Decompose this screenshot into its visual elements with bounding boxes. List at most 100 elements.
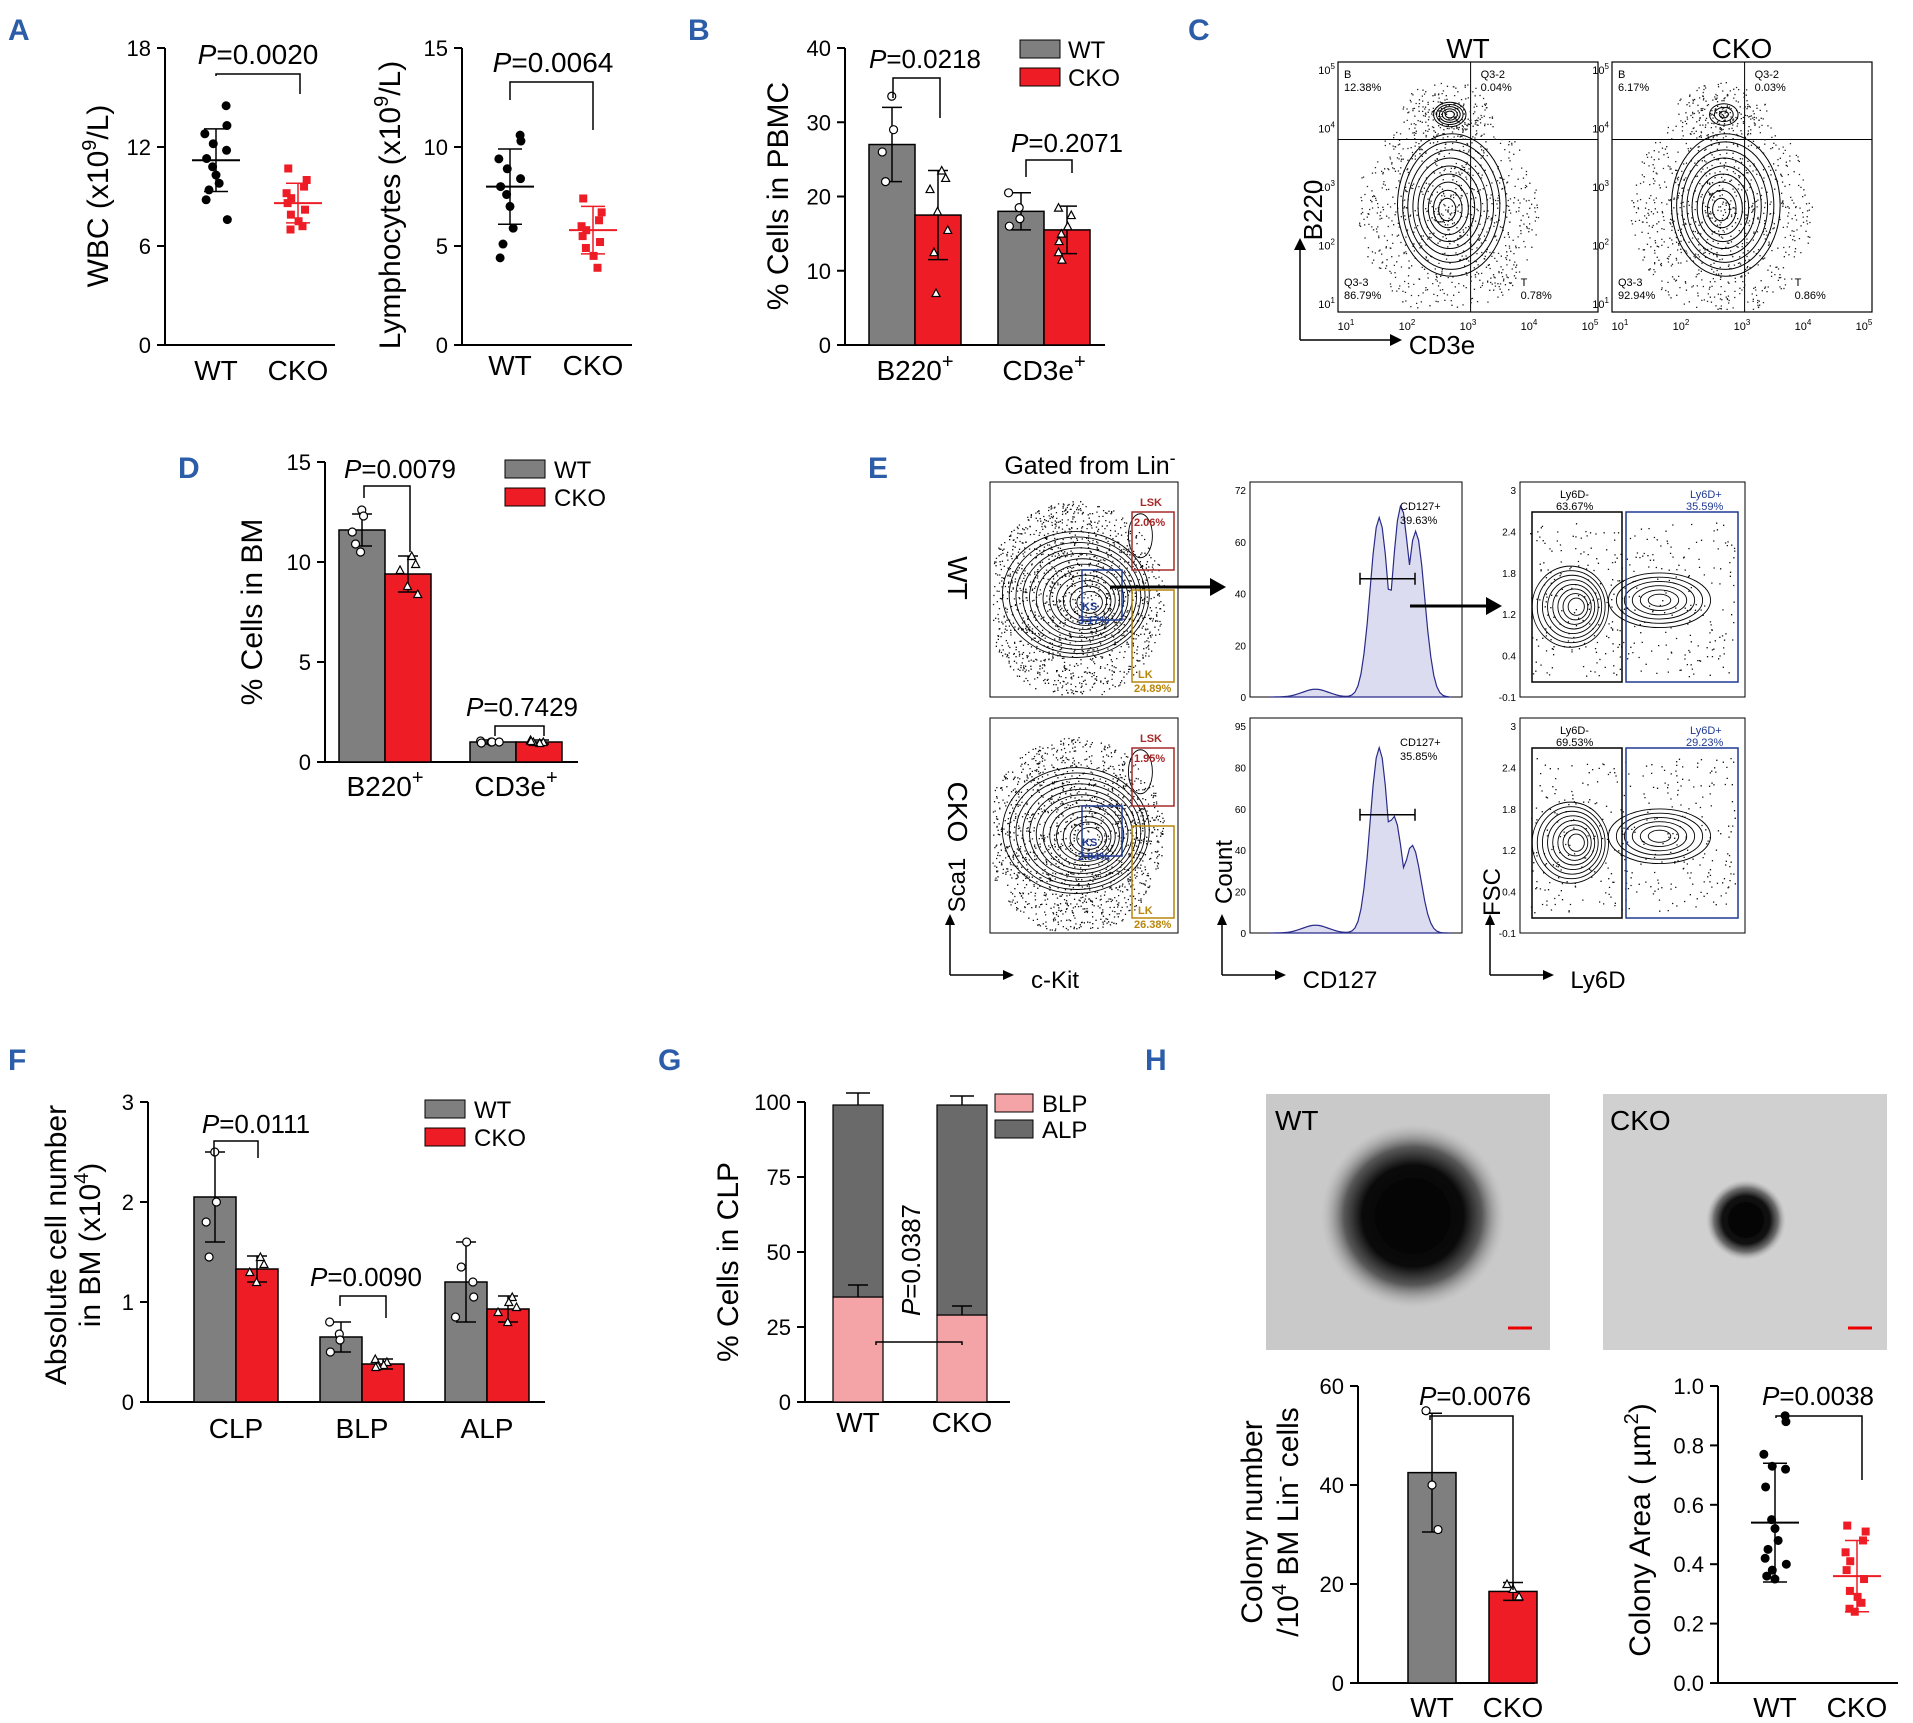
p-value-bracket-1 [892, 77, 941, 118]
y-axis-label-line2: in BM (x104) [71, 1163, 107, 1328]
y-tick-label: 50 [767, 1240, 791, 1265]
contour-line [1069, 585, 1108, 618]
contour-line [1562, 593, 1589, 621]
data-point [222, 121, 232, 131]
contour-line [1035, 794, 1129, 874]
data-point [1053, 202, 1064, 212]
data-point [942, 224, 953, 235]
y-axis-label: % Cells in CLP [712, 1162, 745, 1362]
data-point [395, 564, 406, 575]
gate-value-ly6d-pos: 35.59% [1686, 501, 1724, 513]
y-axis-label-line1: Colony number [1236, 1420, 1269, 1623]
data-point [498, 239, 508, 249]
data-point [932, 206, 943, 216]
data-point [287, 194, 296, 203]
quadrant-label: Q3-3 [1344, 277, 1368, 289]
data-point [222, 145, 232, 155]
data-point [1062, 220, 1073, 231]
data-point [1845, 1586, 1854, 1595]
data-point [200, 129, 210, 139]
y-tick-label: 0.8 [1673, 1433, 1704, 1458]
histogram [1270, 504, 1453, 698]
data-point [1427, 1480, 1437, 1490]
gate-value-lsk: 2.06% [1134, 517, 1165, 529]
y-tick-label: 72 [1235, 486, 1247, 497]
contour-line [1127, 513, 1153, 559]
y-tick-label: 0.4 [1673, 1552, 1704, 1577]
x-label-wt: WT [1753, 1692, 1797, 1723]
bar-alp [936, 1104, 988, 1316]
data-point [211, 1197, 222, 1207]
y-axis-label: Lymphocytes (x109/L) [371, 61, 407, 349]
data-point [1763, 1544, 1773, 1554]
data-point [887, 91, 897, 101]
plot-frame [1249, 717, 1463, 934]
data-point [507, 1291, 518, 1302]
data-point [1056, 228, 1067, 238]
contour-line [1015, 777, 1142, 886]
contour-line [1701, 181, 1743, 236]
quadrant-value: 92.94% [1618, 290, 1656, 302]
gating-plots: LSK 2.06% KS 3.17% LK 24.89% CD127+ 39.63% 0 20 40… [989, 481, 1746, 940]
gate-ks [1081, 569, 1123, 621]
data-point [1842, 1566, 1851, 1575]
contour-line [1706, 189, 1737, 229]
x-label-cko: CKO [1827, 1692, 1888, 1723]
y-tick-label: 3 [1510, 486, 1516, 497]
data-point [286, 225, 295, 234]
y-tick-label: 103 [1592, 179, 1609, 194]
legend-swatch-cko [504, 487, 546, 507]
x-label-cd3e: CD3e+ [1002, 351, 1085, 386]
x-tick-label: 105 [1856, 318, 1873, 333]
y-tick-label: 1.2 [1502, 610, 1516, 621]
x-tick-label: 104 [1795, 318, 1812, 333]
image-label-cko: CKO [1610, 1105, 1671, 1136]
axis-arrowheads-2 [1217, 914, 1286, 980]
legend-label-cko: CKO [554, 485, 606, 512]
data-point [201, 1217, 211, 1227]
y-tick-label: 3 [122, 1090, 134, 1115]
y-tick-label: 20 [1320, 1572, 1344, 1597]
quadrant-value: 0.03% [1755, 82, 1786, 94]
data-point [516, 136, 526, 146]
data-point [201, 195, 211, 205]
y-tick-label: 0 [299, 750, 311, 775]
y-tick-label: 6 [139, 234, 151, 259]
data-point [335, 1335, 345, 1345]
gate-label-lk: LK [1138, 905, 1153, 917]
contour-line [1022, 547, 1137, 646]
data-point [597, 208, 606, 217]
data-point [880, 177, 891, 187]
y-tick-label: 0.2 [1673, 1612, 1704, 1637]
legend-swatch-cko [1019, 67, 1061, 87]
bar-alp [832, 1104, 884, 1298]
y-tick-label: 95 [1235, 722, 1247, 733]
colony-core [1375, 1178, 1451, 1254]
data-point [1841, 1548, 1850, 1557]
data-point [595, 216, 604, 225]
y-axis-label-line1: Absolute cell number [40, 1105, 73, 1385]
contour-line [1615, 576, 1704, 624]
data-point [494, 154, 504, 164]
contour-line [1436, 103, 1464, 126]
p-value-bracket [509, 81, 594, 130]
plot-frame [1337, 61, 1599, 313]
data-point [1761, 1482, 1771, 1492]
gate-label-ly6d-neg: Ly6D- [1560, 725, 1589, 737]
contour-line [1713, 106, 1734, 123]
data-point [402, 580, 413, 591]
y-tick-label: 1.8 [1502, 569, 1516, 580]
y-ticks: 0 20 40 60 [1320, 1374, 1358, 1696]
y-tick-label: -0.1 [1499, 693, 1517, 704]
data-point [593, 263, 602, 272]
y-axis-label-b220: B220 [1298, 180, 1328, 241]
x-label-alp: ALP [461, 1413, 514, 1444]
axis-arrowheads-3 [1485, 914, 1554, 980]
quadrant-label: T [1795, 277, 1802, 289]
gate-ly6d-positive [1625, 511, 1739, 683]
contour-line [1001, 531, 1150, 658]
data-point [284, 164, 293, 173]
contour-line [1042, 563, 1125, 634]
y-tick-label: 18 [127, 36, 151, 61]
panel-letter-a: A [8, 14, 30, 47]
